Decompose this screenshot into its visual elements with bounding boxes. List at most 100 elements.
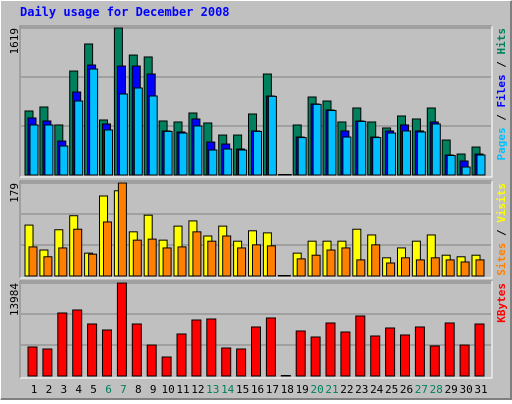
bar xyxy=(73,228,83,277)
x-tick-label: 21 xyxy=(325,383,338,396)
bar xyxy=(237,247,247,277)
x-tick-label: 10 xyxy=(161,383,174,396)
legend: Sites / Visits xyxy=(495,183,508,276)
bar xyxy=(282,174,292,176)
bar xyxy=(118,93,128,176)
bar xyxy=(474,323,485,377)
panel-bevel xyxy=(20,281,493,379)
bar xyxy=(58,247,68,277)
bar xyxy=(192,231,202,277)
bar xyxy=(295,330,306,377)
x-tick-label: 25 xyxy=(385,383,398,396)
x-tick-label: 11 xyxy=(176,383,189,396)
legend-entry: Sites xyxy=(495,243,508,276)
bar xyxy=(117,182,127,277)
bar xyxy=(429,345,440,377)
panel-bevel xyxy=(19,25,492,177)
bar xyxy=(445,259,455,277)
bar xyxy=(102,329,112,377)
x-tick-label: 29 xyxy=(445,383,458,396)
bar xyxy=(132,239,142,277)
bar xyxy=(401,257,410,277)
legend-entry: Files xyxy=(495,74,508,107)
legend: Pages / Files / Hits xyxy=(495,28,508,161)
x-tick-label: 22 xyxy=(340,383,353,396)
x-tick-label: 3 xyxy=(60,383,67,396)
bar xyxy=(59,145,69,176)
x-tick-label: 20 xyxy=(310,383,323,396)
bar xyxy=(327,110,337,176)
bar xyxy=(296,258,306,277)
y-tick-label: 1619 xyxy=(8,28,21,55)
bar xyxy=(342,136,352,176)
bar xyxy=(444,322,455,377)
bar xyxy=(357,120,367,176)
bar xyxy=(326,249,336,277)
bar xyxy=(415,259,425,277)
bar xyxy=(252,244,261,277)
x-tick-label: 2 xyxy=(46,383,53,396)
x-tick-label: 13 xyxy=(206,383,219,396)
x-tick-label: 30 xyxy=(459,383,472,396)
bar xyxy=(341,247,351,277)
bar xyxy=(146,344,157,377)
bar xyxy=(89,68,99,176)
bar xyxy=(236,348,247,377)
x-tick-label: 14 xyxy=(221,383,235,396)
bar xyxy=(267,95,277,176)
x-tick-label: 26 xyxy=(400,383,413,396)
bar xyxy=(206,318,217,377)
bar xyxy=(416,131,426,176)
panel-bevel xyxy=(20,181,493,279)
x-tick-label: 5 xyxy=(90,383,97,396)
bar xyxy=(459,344,470,377)
bar xyxy=(72,309,83,377)
bar xyxy=(402,130,411,176)
x-tick-label: 8 xyxy=(135,383,142,396)
bar xyxy=(251,326,261,377)
x-tick-label: 9 xyxy=(150,383,157,396)
bar xyxy=(370,335,381,377)
bar xyxy=(161,356,172,377)
x-tick-label: 7 xyxy=(120,383,127,396)
x-tick-label: 12 xyxy=(191,383,204,396)
bar xyxy=(221,347,232,377)
bar xyxy=(43,256,53,277)
bar xyxy=(356,259,366,277)
bar xyxy=(431,123,441,176)
bar xyxy=(476,154,486,176)
bar xyxy=(386,262,396,277)
bar xyxy=(311,254,321,277)
bar xyxy=(446,154,456,176)
x-tick-label: 15 xyxy=(236,383,249,396)
x-tick-label: 31 xyxy=(474,383,487,396)
bar xyxy=(191,319,202,377)
legend-entry: Pages xyxy=(495,127,508,160)
legend: KBytes xyxy=(495,283,508,323)
bar xyxy=(131,323,142,377)
legend-separator: / xyxy=(495,55,508,75)
bar xyxy=(475,259,485,277)
bar xyxy=(461,166,471,176)
bar xyxy=(355,315,366,377)
legend-separator: / xyxy=(495,108,508,128)
bar xyxy=(385,327,396,377)
legend-separator: / xyxy=(495,223,508,243)
x-tick-label: 18 xyxy=(281,383,294,396)
bar xyxy=(372,137,382,176)
bar xyxy=(223,148,233,176)
bar xyxy=(297,137,307,176)
bar xyxy=(147,238,157,277)
bar xyxy=(44,124,54,176)
x-tick-label: 23 xyxy=(355,383,368,396)
x-tick-label: 27 xyxy=(415,383,428,396)
x-tick-label: 6 xyxy=(105,383,112,396)
y-tick-label: 13984 xyxy=(8,283,21,316)
bar xyxy=(74,100,84,176)
bar xyxy=(193,125,203,176)
bar xyxy=(148,95,158,176)
bar xyxy=(163,130,173,176)
bar xyxy=(387,132,397,176)
